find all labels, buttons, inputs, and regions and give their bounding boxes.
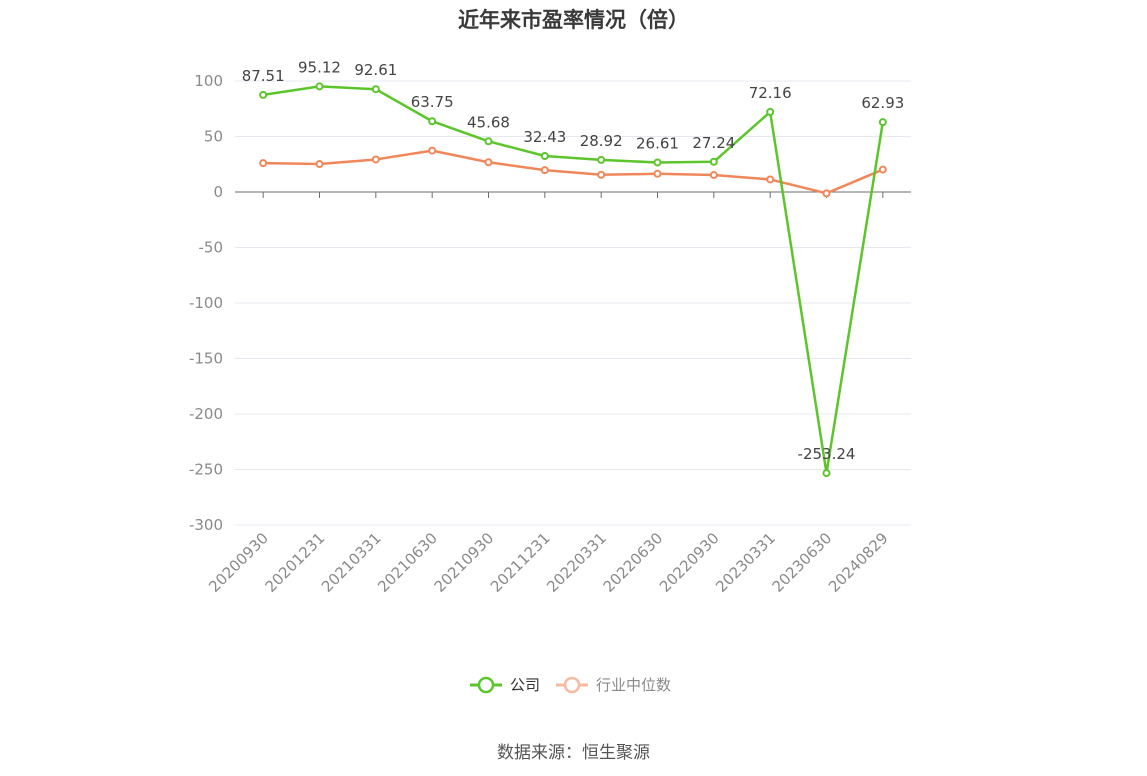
series <box>259 82 887 478</box>
company-data-label: 92.61 <box>354 61 397 79</box>
x-tick-label: 20220930 <box>656 529 723 596</box>
industry-data-point <box>259 159 268 168</box>
company-data-label: 62.93 <box>861 94 904 112</box>
axes: 100500-50-100-150-200-250-30020200930202… <box>189 72 911 596</box>
company-data-point <box>597 155 606 164</box>
industry-data-point <box>597 170 606 179</box>
company-data-point <box>878 118 887 127</box>
company-series-line <box>262 85 885 475</box>
company-data-label: 28.92 <box>580 132 623 150</box>
x-tick-label: 20220630 <box>600 529 667 596</box>
x-tick-label: 20200930 <box>205 529 272 596</box>
chart-title: 近年来市盈率情况（倍） <box>458 8 689 32</box>
y-tick-label: 0 <box>213 183 223 201</box>
industry-data-point <box>540 166 549 175</box>
data-source-note: 数据来源：恒生聚源 <box>497 743 650 763</box>
y-tick-label: -200 <box>189 405 223 423</box>
x-tick-label: 20210630 <box>374 529 441 596</box>
y-tick-label: -250 <box>189 461 223 479</box>
x-tick-label: 20210331 <box>318 529 385 596</box>
legend-industry-marker <box>563 676 581 694</box>
x-tick-label: 20211231 <box>487 529 554 596</box>
grid-lines <box>235 80 911 526</box>
legend-company-marker <box>477 676 495 694</box>
industry-data-point <box>822 189 831 198</box>
y-tick-label: -300 <box>189 516 223 534</box>
industry-data-point <box>428 146 437 155</box>
company-data-label: 87.51 <box>242 67 285 85</box>
company-data-label: 26.61 <box>636 134 679 152</box>
y-tick-label: 50 <box>204 128 223 146</box>
company-data-point <box>371 85 380 94</box>
company-data-label: 63.75 <box>411 93 454 111</box>
data-labels: 87.51 95.12 92.61 63.75 45.68 32.43 28.92 26.61… <box>242 58 905 463</box>
company-data-label: -253.24 <box>798 445 856 463</box>
industry-data-point <box>878 165 887 174</box>
company-data-label: 45.68 <box>467 113 510 131</box>
company-data-point <box>653 158 662 167</box>
legend-industry-label: 行业中位数 <box>596 676 671 694</box>
company-data-label: 72.16 <box>749 84 792 102</box>
legend: 公司 行业中位数 <box>470 676 671 694</box>
company-data-point <box>822 469 831 478</box>
y-tick-label: -150 <box>189 350 223 368</box>
y-tick-label: 100 <box>194 72 223 90</box>
company-data-label: 32.43 <box>523 128 566 146</box>
company-data-label: 95.12 <box>298 58 341 76</box>
x-tick-label: 20220331 <box>543 529 610 596</box>
company-data-point <box>315 82 324 91</box>
legend-company-label: 公司 <box>510 676 540 694</box>
y-tick-label: -50 <box>199 239 224 257</box>
x-tick-label: 20210930 <box>431 529 498 596</box>
x-tick-label: 20201231 <box>262 529 329 596</box>
x-tick-label: 20240829 <box>825 529 892 596</box>
company-data-point <box>540 152 549 161</box>
x-tick-label: 20230331 <box>712 529 779 596</box>
industry-data-point <box>709 171 718 180</box>
industry-series-line <box>263 149 884 195</box>
industry-data-point <box>371 155 380 164</box>
company-data-point <box>259 90 268 99</box>
industry-data-point <box>653 169 662 178</box>
company-data-point <box>428 117 437 126</box>
company-data-label: 27.24 <box>692 134 735 152</box>
industry-data-point <box>315 160 324 169</box>
company-data-point <box>484 137 493 146</box>
x-tick-label: 20230630 <box>769 529 836 596</box>
company-data-point <box>709 157 718 166</box>
industry-data-point <box>766 175 775 184</box>
industry-data-point <box>484 158 493 167</box>
y-tick-label: -100 <box>189 294 223 312</box>
company-data-point <box>766 107 775 116</box>
